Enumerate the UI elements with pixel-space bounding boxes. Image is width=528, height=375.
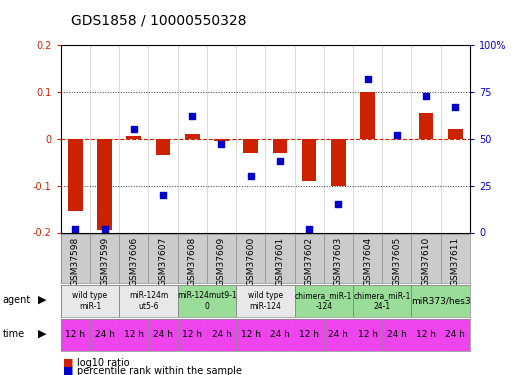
Text: GSM37602: GSM37602 <box>305 237 314 286</box>
Text: GSM37611: GSM37611 <box>451 237 460 286</box>
Bar <box>177 285 236 317</box>
Bar <box>156 139 171 155</box>
Text: 24 h: 24 h <box>270 330 290 339</box>
Text: ■: ■ <box>63 358 74 368</box>
Point <box>100 226 109 232</box>
Point <box>334 201 343 207</box>
Text: ▶: ▶ <box>38 329 46 339</box>
Text: GSM37607: GSM37607 <box>158 237 167 286</box>
Text: GSM37608: GSM37608 <box>188 237 197 286</box>
Text: 24 h: 24 h <box>387 330 407 339</box>
Text: 24 h: 24 h <box>446 330 465 339</box>
Bar <box>448 129 463 139</box>
Text: wild type
miR-124: wild type miR-124 <box>248 291 283 310</box>
Text: GDS1858 / 10000550328: GDS1858 / 10000550328 <box>71 13 247 27</box>
Point <box>217 141 225 147</box>
Text: 12 h: 12 h <box>182 330 202 339</box>
Text: GSM37598: GSM37598 <box>71 237 80 286</box>
Text: GSM37603: GSM37603 <box>334 237 343 286</box>
Bar <box>214 139 229 141</box>
Bar <box>360 92 375 139</box>
Bar <box>272 139 287 153</box>
Text: ▶: ▶ <box>38 295 46 305</box>
Bar <box>353 285 411 317</box>
Point <box>129 126 138 132</box>
Text: chimera_miR-1
24-1: chimera_miR-1 24-1 <box>354 291 411 310</box>
Point <box>393 132 401 138</box>
Point <box>276 158 284 164</box>
Point <box>422 93 430 99</box>
Bar <box>419 113 433 139</box>
Bar <box>295 285 353 317</box>
Text: GSM37600: GSM37600 <box>246 237 255 286</box>
Point <box>71 226 80 232</box>
Bar <box>302 139 316 181</box>
Text: 12 h: 12 h <box>241 330 261 339</box>
Point <box>247 173 255 179</box>
Text: agent: agent <box>3 295 31 305</box>
Point <box>305 226 314 232</box>
Bar <box>185 134 200 139</box>
Text: chimera_miR-1
-124: chimera_miR-1 -124 <box>295 291 353 310</box>
Bar <box>61 285 119 317</box>
Text: percentile rank within the sample: percentile rank within the sample <box>77 366 242 375</box>
Text: 12 h: 12 h <box>357 330 378 339</box>
Text: GSM37610: GSM37610 <box>421 237 430 286</box>
Text: 24 h: 24 h <box>212 330 231 339</box>
Text: time: time <box>3 329 25 339</box>
Point <box>188 113 196 119</box>
Text: GSM37605: GSM37605 <box>392 237 401 286</box>
Bar <box>331 139 346 186</box>
Text: GSM37604: GSM37604 <box>363 237 372 286</box>
Point <box>363 76 372 82</box>
Bar <box>119 285 177 317</box>
Point <box>451 104 459 110</box>
Bar <box>243 139 258 153</box>
Text: 24 h: 24 h <box>328 330 348 339</box>
Bar <box>97 139 112 230</box>
Text: GSM37609: GSM37609 <box>217 237 226 286</box>
Text: miR373/hes3: miR373/hes3 <box>411 296 470 305</box>
Text: wild type
miR-1: wild type miR-1 <box>72 291 108 310</box>
Text: 12 h: 12 h <box>124 330 144 339</box>
Text: 12 h: 12 h <box>65 330 86 339</box>
Text: 24 h: 24 h <box>153 330 173 339</box>
Bar <box>236 285 295 317</box>
Text: GSM37606: GSM37606 <box>129 237 138 286</box>
Text: GSM37599: GSM37599 <box>100 237 109 286</box>
Text: log10 ratio: log10 ratio <box>77 358 129 368</box>
Bar <box>68 139 83 212</box>
Bar <box>411 285 470 317</box>
Bar <box>127 136 141 139</box>
Text: 24 h: 24 h <box>95 330 115 339</box>
Text: miR-124mut9-1
0: miR-124mut9-1 0 <box>177 291 237 310</box>
Point <box>159 192 167 198</box>
Text: 12 h: 12 h <box>416 330 436 339</box>
Text: miR-124m
ut5-6: miR-124m ut5-6 <box>129 291 168 310</box>
Text: GSM37601: GSM37601 <box>276 237 285 286</box>
Text: ■: ■ <box>63 366 74 375</box>
Text: 12 h: 12 h <box>299 330 319 339</box>
